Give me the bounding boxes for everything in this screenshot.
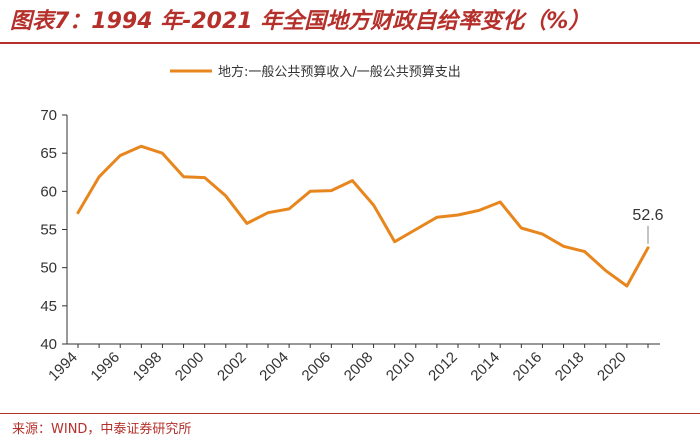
x-tick-label: 2004 xyxy=(256,349,292,385)
title-rule xyxy=(0,42,700,44)
data-label: 52.6 xyxy=(632,207,663,224)
x-tick-label: 2002 xyxy=(214,349,250,385)
y-tick-label: 40 xyxy=(40,336,57,353)
x-tick-label: 1998 xyxy=(130,349,166,385)
footer-rule xyxy=(0,413,700,414)
x-tick-label: 2008 xyxy=(341,349,377,385)
y-tick-label: 45 xyxy=(40,298,57,315)
annotations: 52.6 xyxy=(632,207,664,244)
series-group xyxy=(76,144,650,288)
y-tick-label: 70 xyxy=(40,107,57,124)
x-tick-label: 2006 xyxy=(299,349,335,385)
series-line-0 xyxy=(76,144,650,288)
y-tick-label: 65 xyxy=(40,145,57,162)
x-tick-label: 2014 xyxy=(467,349,503,385)
x-tick-label: 1996 xyxy=(87,349,123,385)
x-axis: 1994 1996 1998 2000 2002 2004 2006 2008 2010 2012… xyxy=(45,343,660,385)
y-tick-label: 60 xyxy=(40,183,57,200)
x-tick-label: 2012 xyxy=(425,349,461,385)
legend-label: 地方:一般公共预算收入/一般公共预算支出 xyxy=(218,64,461,80)
x-tick-label: 2016 xyxy=(510,349,546,385)
source-note: 来源：WIND，中泰证券研究所 xyxy=(12,422,192,437)
x-tick-label: 2000 xyxy=(172,349,208,385)
chart-title: 图表7：1994 年-2021 年全国地方财政自给率变化（%） xyxy=(10,9,591,34)
x-tick-label: 2010 xyxy=(383,349,419,385)
x-tick-label: 2018 xyxy=(552,349,588,385)
x-tick-label: 2020 xyxy=(594,349,630,385)
y-tick-label: 50 xyxy=(40,260,57,277)
y-axis: 40 45 50 55 60 65 70 xyxy=(40,107,68,353)
x-tick-label: 1994 xyxy=(45,349,81,385)
legend: 地方:一般公共预算收入/一般公共预算支出 xyxy=(170,64,461,80)
y-tick-label: 55 xyxy=(40,222,57,239)
